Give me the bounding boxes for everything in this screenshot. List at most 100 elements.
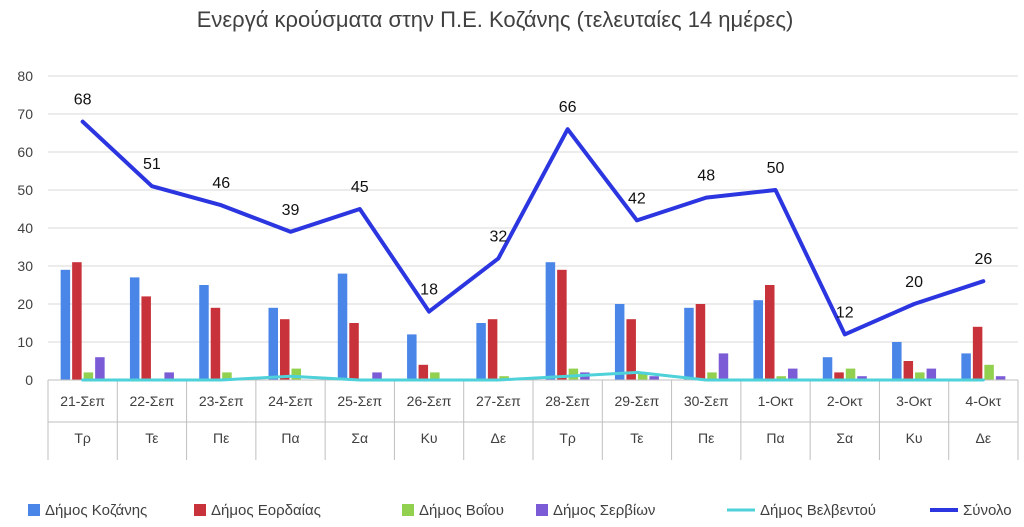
y-tick-label: 20 xyxy=(17,296,33,312)
data-label: 50 xyxy=(767,160,785,177)
x-tick-label: 26-Σεπ xyxy=(407,393,452,409)
y-tick-label: 70 xyxy=(17,106,33,122)
bar xyxy=(568,368,579,380)
legend-label: Δήμος Εορδαίας xyxy=(211,502,321,519)
y-tick-label: 60 xyxy=(17,144,33,160)
line-point xyxy=(81,379,84,381)
data-label: 51 xyxy=(143,156,161,173)
line-point xyxy=(427,310,431,314)
bar xyxy=(915,372,925,380)
x-tick-label: 3-Οκτ xyxy=(896,393,932,409)
x-axis: 21-Σεπ Τρ 22-Σεπ Τε 23-Σεπ Πε 24-Σεπ Πα 25-Σεπ Σα… xyxy=(47,379,1019,460)
bar xyxy=(476,323,486,380)
x-day-label: Κυ xyxy=(906,430,923,446)
bar xyxy=(291,368,301,380)
line-point xyxy=(913,379,916,381)
line-point xyxy=(289,375,292,378)
bar xyxy=(72,262,82,380)
x-tick-label: 28-Σεπ xyxy=(545,393,590,409)
line-point xyxy=(635,371,638,374)
legend-swatch xyxy=(402,504,414,516)
bar xyxy=(834,372,844,380)
line-point xyxy=(774,188,777,192)
bar xyxy=(822,357,833,380)
bar xyxy=(199,285,209,380)
legend-swatch xyxy=(194,504,206,516)
line-point xyxy=(496,256,500,260)
bar xyxy=(60,269,71,380)
bar xyxy=(857,376,867,380)
data-label: 39 xyxy=(282,202,300,219)
data-labels: 68 51 46 39 45 18 32 66 42 48 50 12 20 26 xyxy=(74,92,993,322)
line-point xyxy=(981,279,985,283)
bar xyxy=(95,357,105,380)
bar xyxy=(487,319,498,380)
bar xyxy=(337,273,348,380)
line-point xyxy=(705,379,708,381)
line-point xyxy=(219,203,223,207)
data-label: 46 xyxy=(212,175,230,192)
y-tick-label: 40 xyxy=(17,220,33,236)
line-point xyxy=(566,127,570,131)
x-day-label: Τρ xyxy=(74,430,91,446)
bar xyxy=(141,296,151,380)
bar xyxy=(372,372,382,380)
bar xyxy=(349,323,359,380)
line-point xyxy=(704,196,708,200)
x-day-label: Πε xyxy=(213,430,229,446)
line-point xyxy=(982,379,985,381)
bar xyxy=(545,262,556,380)
line-point xyxy=(81,120,85,124)
bar xyxy=(557,269,567,380)
bar xyxy=(718,353,729,380)
chart-title: Ενεργά κρούσματα στην Π.Ε. Κοζάνης (τελε… xyxy=(197,7,794,32)
legend-label: Δήμος Βοΐου xyxy=(419,502,504,519)
bar xyxy=(649,376,659,380)
bar xyxy=(280,319,290,380)
data-label: 42 xyxy=(628,190,646,207)
x-tick-label: 2-Οκτ xyxy=(827,393,863,409)
x-day-label: Κυ xyxy=(421,430,438,446)
line-point xyxy=(289,230,292,234)
data-label: 32 xyxy=(489,228,507,245)
line-point xyxy=(358,207,362,211)
bar xyxy=(637,372,648,380)
line-point xyxy=(150,184,154,188)
data-label: 26 xyxy=(974,251,992,268)
bar xyxy=(926,368,937,380)
bar xyxy=(430,372,440,380)
x-day-label: Τρ xyxy=(559,430,576,446)
legend-label: Σύνολο xyxy=(963,502,1012,519)
line-point xyxy=(566,375,569,378)
y-tick-label: 10 xyxy=(17,334,33,350)
bar xyxy=(222,372,232,380)
data-label: 66 xyxy=(559,99,577,116)
x-day-label: Δε xyxy=(491,430,507,446)
y-tick-label: 0 xyxy=(25,372,33,388)
x-tick-label: 25-Σεπ xyxy=(337,393,382,409)
line-point xyxy=(428,379,431,381)
data-label: 20 xyxy=(905,274,923,291)
line-point xyxy=(843,379,846,381)
bar xyxy=(788,368,798,380)
y-tick-label: 30 xyxy=(17,258,33,274)
x-day-label: Πε xyxy=(698,430,714,446)
line-point xyxy=(912,302,916,306)
bar xyxy=(903,361,914,380)
data-label: 45 xyxy=(351,179,369,196)
x-tick-label: 29-Σεπ xyxy=(615,393,660,409)
bar xyxy=(684,307,694,380)
y-tick-label: 80 xyxy=(17,68,33,84)
bars xyxy=(60,262,1006,380)
bar xyxy=(972,326,983,380)
x-tick-label: 1-Οκτ xyxy=(758,393,794,409)
line-point xyxy=(358,379,361,381)
line-point xyxy=(150,379,153,381)
x-tick-label: 22-Σεπ xyxy=(130,393,175,409)
bar xyxy=(499,376,509,380)
bar xyxy=(753,300,763,380)
x-tick-label: 27-Σεπ xyxy=(476,393,521,409)
x-day-label: Τε xyxy=(630,430,643,446)
data-label: 12 xyxy=(836,304,854,321)
